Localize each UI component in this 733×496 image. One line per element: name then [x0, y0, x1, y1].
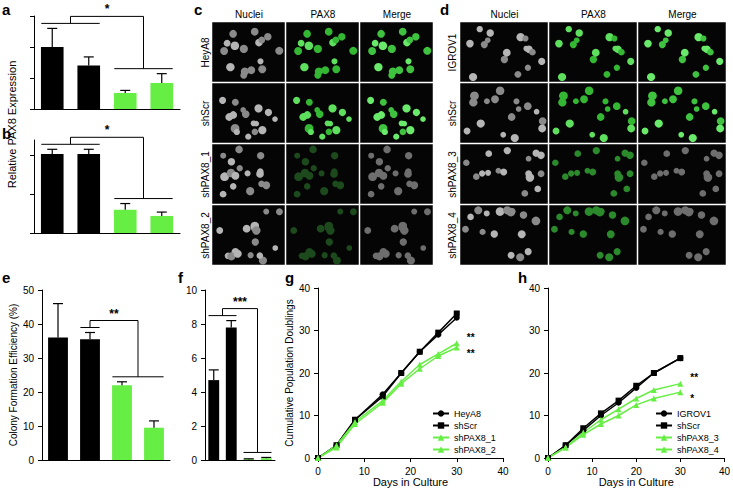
- svg-text:shPAX8_2: shPAX8_2: [200, 212, 211, 259]
- svg-text:10: 10: [587, 466, 599, 477]
- svg-text:10: 10: [186, 285, 198, 296]
- svg-text:Days in Culture: Days in Culture: [373, 476, 448, 488]
- svg-text:0: 0: [315, 466, 321, 477]
- svg-text:shPAX8_1: shPAX8_1: [454, 433, 496, 443]
- svg-text:8: 8: [191, 319, 197, 330]
- svg-text:20: 20: [299, 368, 311, 379]
- svg-text:**: **: [467, 332, 475, 343]
- svg-text:c: c: [194, 1, 202, 18]
- svg-text:10: 10: [23, 421, 35, 432]
- svg-text:shPAX8_2: shPAX8_2: [454, 445, 496, 455]
- svg-text:Nuclei: Nuclei: [491, 9, 519, 20]
- svg-text:**: **: [690, 372, 698, 383]
- svg-text:0: 0: [304, 453, 310, 464]
- svg-text:0: 0: [191, 455, 197, 466]
- svg-text:shPAX8_3: shPAX8_3: [447, 151, 458, 198]
- svg-text:IGROV1: IGROV1: [677, 409, 711, 419]
- svg-text:HeyA8: HeyA8: [454, 409, 481, 419]
- svg-text:20: 20: [23, 387, 35, 398]
- svg-text:shPAX8_1: shPAX8_1: [200, 151, 211, 198]
- svg-text:30: 30: [23, 353, 35, 364]
- svg-text:a: a: [2, 1, 11, 18]
- svg-text:e: e: [2, 269, 10, 286]
- svg-text:HeyA8: HeyA8: [200, 37, 211, 67]
- svg-text:30: 30: [451, 466, 463, 477]
- svg-text:0: 0: [28, 455, 34, 466]
- svg-text:Relative PAX8 Expression: Relative PAX8 Expression: [6, 60, 18, 189]
- svg-text:0: 0: [534, 453, 540, 464]
- svg-text:**: **: [109, 307, 119, 321]
- svg-text:*: *: [105, 123, 110, 137]
- svg-text:IGROV1: IGROV1: [447, 33, 458, 71]
- svg-text:30: 30: [299, 325, 311, 336]
- svg-text:PAX8: PAX8: [581, 9, 606, 20]
- svg-text:20: 20: [405, 466, 417, 477]
- svg-text:d: d: [440, 1, 449, 18]
- svg-text:h: h: [518, 269, 527, 286]
- svg-text:40: 40: [23, 319, 35, 330]
- svg-text:Colony Formation Efficiency (%: Colony Formation Efficiency (%): [8, 304, 19, 447]
- svg-text:shScr: shScr: [447, 100, 458, 126]
- svg-text:30: 30: [529, 325, 541, 336]
- svg-text:g: g: [285, 269, 294, 286]
- svg-text:40: 40: [529, 283, 541, 294]
- svg-text:shPAX8_4: shPAX8_4: [447, 212, 458, 259]
- svg-text:20: 20: [631, 466, 643, 477]
- svg-text:2: 2: [191, 421, 197, 432]
- svg-text:f: f: [178, 269, 184, 286]
- svg-text:***: ***: [233, 295, 247, 309]
- svg-text:0: 0: [545, 466, 551, 477]
- svg-text:10: 10: [529, 410, 541, 421]
- svg-text:shScr: shScr: [200, 100, 211, 126]
- svg-text:Merge: Merge: [383, 9, 412, 20]
- svg-text:Days in Culture: Days in Culture: [599, 476, 674, 488]
- svg-text:**: **: [467, 348, 475, 359]
- svg-text:*: *: [105, 2, 110, 16]
- svg-text:shPAX8_3: shPAX8_3: [677, 433, 719, 443]
- svg-text:shScr: shScr: [454, 421, 477, 431]
- svg-text:20: 20: [529, 368, 541, 379]
- svg-text:4: 4: [191, 387, 197, 398]
- svg-text:40: 40: [719, 466, 731, 477]
- svg-text:50: 50: [23, 285, 35, 296]
- svg-text:Merge: Merge: [668, 9, 697, 20]
- svg-text:40: 40: [497, 466, 509, 477]
- svg-text:30: 30: [675, 466, 687, 477]
- svg-text:Cumulative Population Doubling: Cumulative Population Doublings: [284, 299, 295, 446]
- svg-text:10: 10: [299, 410, 311, 421]
- svg-text:shScr: shScr: [677, 421, 700, 431]
- svg-text:shPAX8_4: shPAX8_4: [677, 445, 719, 455]
- svg-text:b: b: [2, 125, 11, 142]
- svg-text:40: 40: [299, 283, 311, 294]
- svg-text:Nuclei: Nuclei: [235, 9, 263, 20]
- svg-text:10: 10: [359, 466, 371, 477]
- svg-text:PAX8: PAX8: [311, 9, 336, 20]
- svg-text:6: 6: [191, 353, 197, 364]
- svg-text:*: *: [690, 393, 694, 404]
